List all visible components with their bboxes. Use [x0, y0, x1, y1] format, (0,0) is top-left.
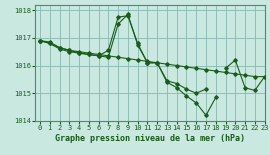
X-axis label: Graphe pression niveau de la mer (hPa): Graphe pression niveau de la mer (hPa): [55, 134, 245, 143]
